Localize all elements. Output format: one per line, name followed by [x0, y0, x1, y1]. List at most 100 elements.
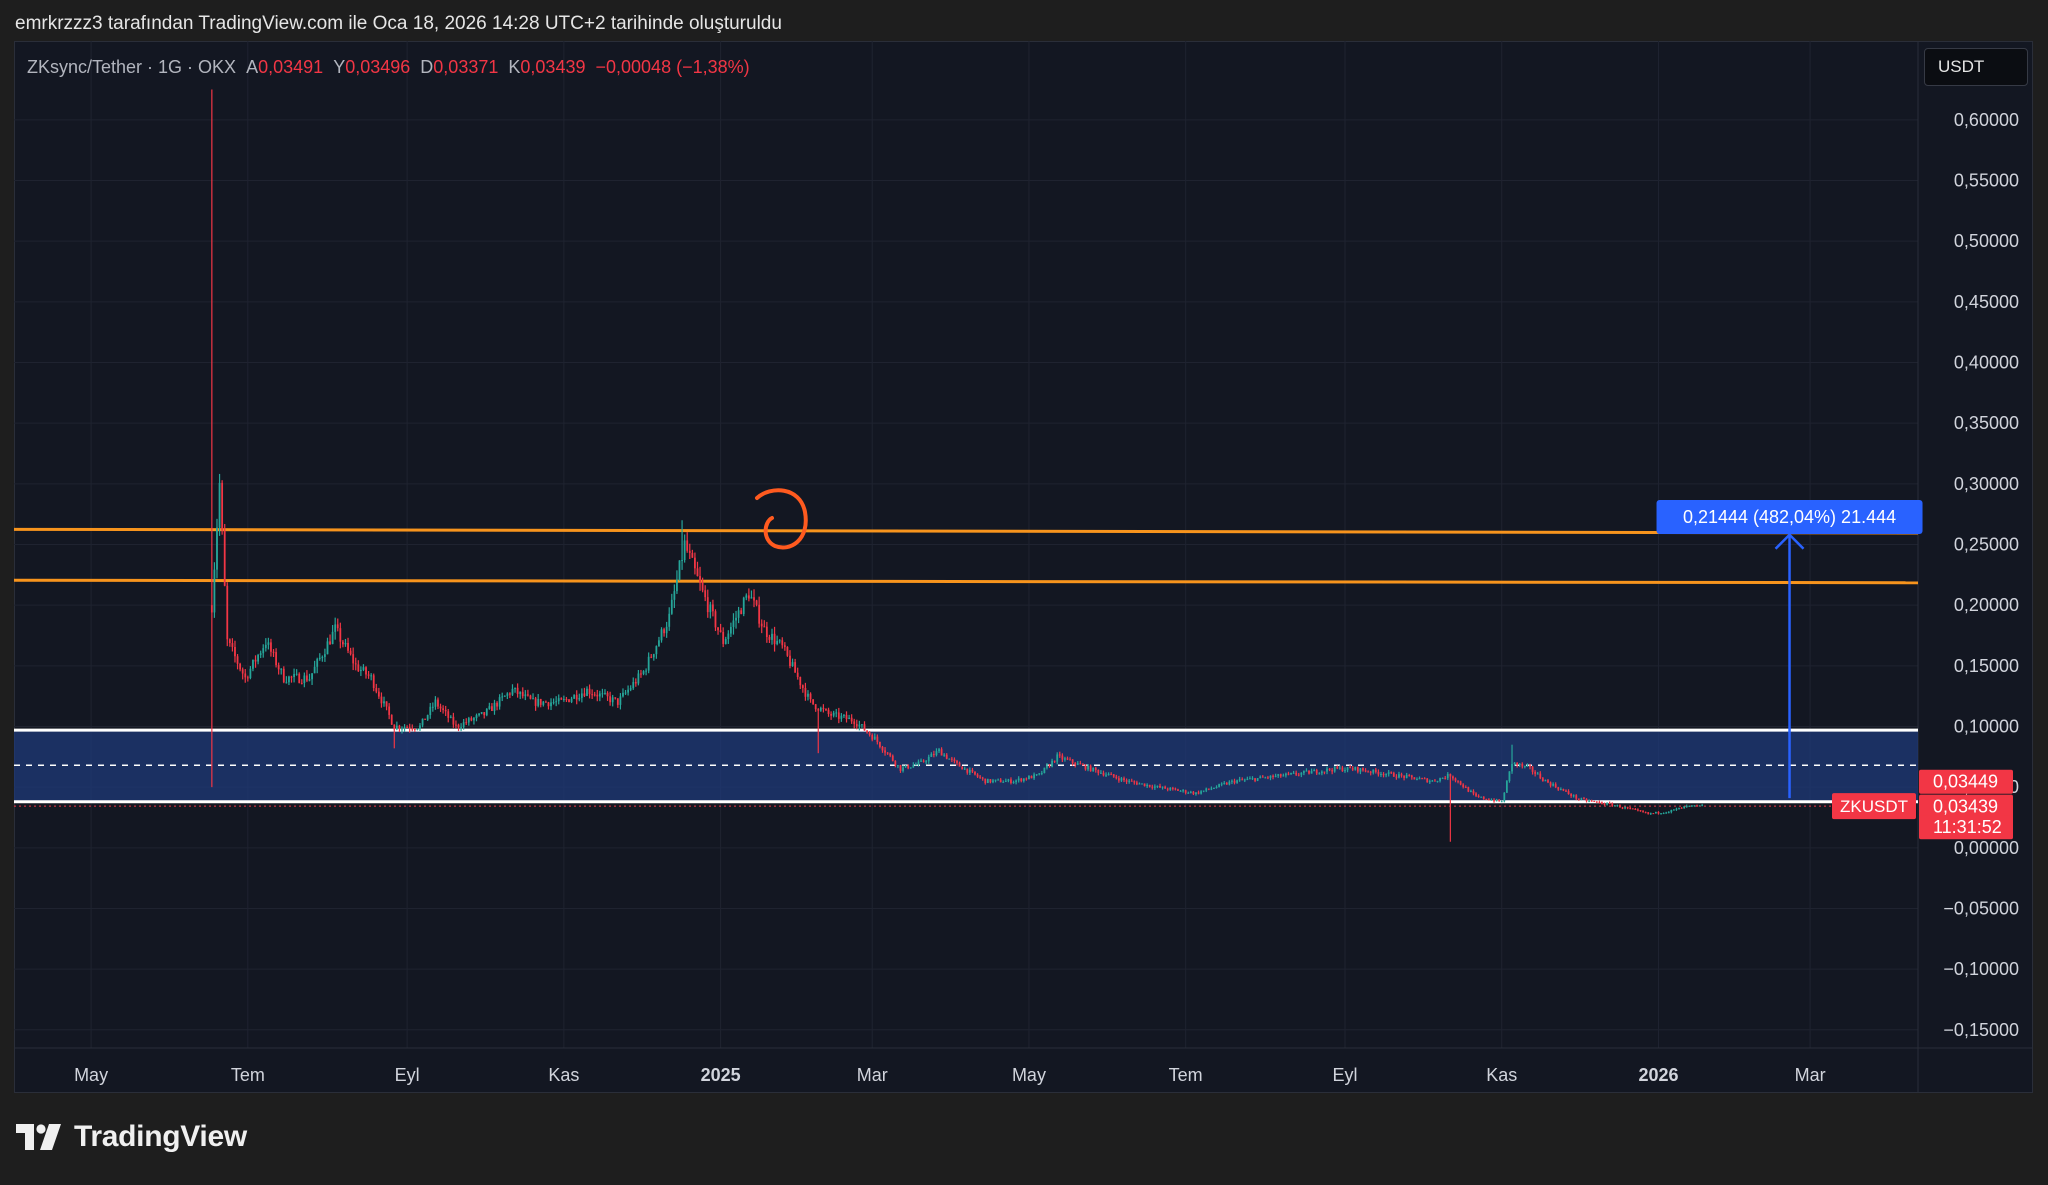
currency-button[interactable]: USDT	[1924, 48, 2028, 86]
candle-body	[449, 716, 452, 718]
candle-body	[886, 752, 889, 754]
candle-body	[1547, 780, 1549, 783]
candle-body	[1595, 801, 1598, 803]
candle-body	[789, 655, 791, 667]
candle-body	[1464, 787, 1467, 789]
tradingview-logo[interactable]: TradingView	[16, 1120, 247, 1154]
candle-body	[1048, 765, 1051, 767]
chart-panel[interactable]	[14, 41, 2033, 1093]
candle-body	[1570, 794, 1573, 797]
candle-body	[555, 701, 558, 703]
candle-body	[1161, 786, 1164, 788]
candle-body	[1621, 807, 1624, 809]
candle-body	[388, 706, 391, 715]
candle-body	[524, 694, 527, 697]
candle-body	[1097, 770, 1100, 774]
candle-body	[1151, 786, 1154, 788]
candle-body	[280, 668, 283, 670]
candle-body	[976, 774, 979, 777]
candle-body	[1300, 772, 1303, 775]
candle-body	[1156, 785, 1159, 787]
candle-body	[1647, 812, 1650, 814]
candle-body	[781, 640, 784, 646]
candle-body	[1423, 778, 1426, 780]
candle-body	[881, 746, 884, 751]
candle-body	[681, 559, 683, 561]
candle-body	[943, 754, 946, 756]
candle-body	[537, 698, 540, 706]
candle-body	[1559, 789, 1562, 791]
candle-body	[1606, 802, 1608, 805]
price-axis-label-box	[1919, 815, 2013, 840]
candle-body	[1323, 771, 1326, 773]
candle-body	[655, 646, 658, 655]
candle-body	[1092, 767, 1095, 772]
candle-body	[298, 673, 301, 683]
candle-body	[1672, 809, 1675, 811]
candle-body	[871, 734, 874, 740]
candle-body	[341, 641, 344, 645]
candle-body	[1403, 775, 1405, 778]
candle-body	[909, 767, 912, 769]
candle-body	[701, 582, 704, 591]
candle-body	[855, 723, 858, 727]
candle-body	[609, 696, 612, 703]
candle-body	[868, 732, 871, 735]
candle-body	[1164, 786, 1167, 789]
candle-body	[580, 693, 583, 698]
candle-body	[1685, 806, 1688, 808]
measure-label-box	[1656, 500, 1923, 534]
candle-body	[950, 758, 953, 760]
time-tick-label: May	[1012, 1065, 1046, 1085]
candle-body	[1200, 791, 1203, 794]
candle-body	[213, 569, 216, 613]
symbol-name[interactable]: ZKsync/Tether · 1G · OKX	[27, 57, 237, 77]
candle-body	[262, 648, 265, 654]
candle-body	[1084, 765, 1087, 770]
candle-body	[1649, 813, 1652, 815]
candle-body	[465, 722, 468, 724]
candle-body	[1470, 791, 1472, 793]
candle-body	[750, 597, 753, 599]
candle-body	[293, 674, 295, 678]
candle-body	[1310, 771, 1313, 774]
candle-body	[529, 695, 532, 699]
candle-body	[850, 717, 853, 722]
candle-body	[1089, 765, 1092, 772]
candle-body	[925, 761, 928, 763]
candle-body	[1539, 773, 1542, 779]
candle-body	[889, 753, 892, 756]
candle-body	[837, 712, 840, 719]
candle-body	[994, 779, 997, 781]
candle-body	[966, 768, 969, 773]
candle-body	[480, 712, 483, 714]
open-value: 0,03491	[258, 57, 324, 77]
candle-body	[411, 728, 414, 730]
candle-body	[519, 691, 522, 694]
candle-body	[737, 610, 740, 618]
candle-body	[1308, 770, 1310, 774]
candle-body	[1390, 772, 1393, 774]
candle-body	[231, 643, 234, 647]
candle-body	[884, 750, 886, 753]
candle-body	[252, 659, 254, 669]
candle-body	[570, 698, 573, 702]
candle-body	[663, 629, 665, 634]
candle-body	[1030, 776, 1033, 779]
candle-body	[354, 663, 357, 665]
candle-body	[1215, 786, 1218, 788]
candle-body	[755, 600, 758, 605]
candle-body	[331, 631, 334, 645]
candle-body	[858, 724, 861, 727]
price-tick-label: 0,20000	[1954, 595, 2019, 615]
candle-body	[1362, 768, 1364, 771]
candle-body	[1274, 775, 1277, 777]
candle-body	[377, 691, 380, 697]
candle-body	[1123, 778, 1125, 781]
candle-body	[809, 693, 812, 700]
candle-body	[1277, 774, 1280, 776]
candle-body	[1207, 788, 1210, 790]
candle-body	[670, 599, 673, 614]
candle-body	[1328, 768, 1331, 771]
